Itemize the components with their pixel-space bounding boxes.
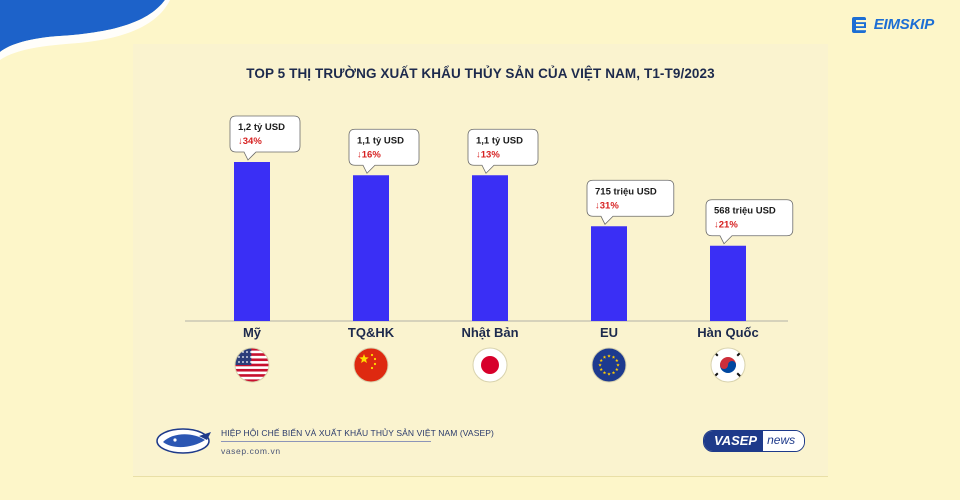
footer-org-name: HIỆP HỘI CHẾ BIẾN VÀ XUẤT KHẨU THỦY SẢN … [221, 428, 494, 438]
flag-ring [710, 347, 746, 383]
value-label: 1,2 tỷ USD [238, 122, 285, 133]
value-label: 715 triệu USD [595, 186, 657, 197]
category-label: TQ&HK [348, 325, 395, 340]
badge-news: news [763, 431, 805, 451]
eu-flag-icon [591, 347, 627, 383]
brand-text: EIMSKIP [873, 16, 934, 33]
infographic-card: TOP 5 THỊ TRƯỜNG XUẤT KHẨU THỦY SẢN CỦA … [133, 44, 828, 477]
bar [234, 162, 270, 321]
us-flag-icon [234, 347, 270, 383]
category-label: EU [600, 325, 618, 340]
flag-ring [472, 347, 508, 383]
bar [472, 175, 508, 321]
badge-main: VASEP [704, 431, 764, 451]
category-label: Mỹ [243, 325, 262, 340]
footer-url: vasep.com.vn [221, 446, 281, 456]
change-label: ↓13% [476, 149, 500, 160]
value-label: 1,1 tỷ USD [476, 135, 523, 146]
value-callout [229, 115, 301, 161]
category-label: Hàn Quốc [697, 325, 758, 340]
bar-chart: 1,2 tỷ USD ↓34% Mỹ 1,1 tỷ USD ↓16% TQ&HK 1,1 t… [185, 115, 794, 383]
china-flag-icon [353, 347, 389, 383]
chart-title: TOP 5 THỊ TRƯỜNG XUẤT KHẨU THỦY SẢN CỦA … [246, 66, 715, 81]
value-label: 1,1 tỷ USD [357, 135, 404, 146]
change-label: ↓21% [714, 220, 738, 231]
value-callout [467, 128, 539, 174]
footer-divider [221, 441, 431, 442]
value-callout [705, 199, 794, 245]
vasep-news-badge: VASEP news [703, 430, 806, 452]
value-label: 568 triệu USD [714, 206, 776, 217]
category-label: Nhật Bản [461, 325, 518, 340]
change-label: ↓34% [238, 136, 262, 147]
flag-ring [234, 347, 270, 383]
flag-ring [591, 347, 627, 383]
japan-flag-icon [472, 347, 508, 383]
eimskip-logo: EIMSKIP [851, 16, 934, 33]
change-label: ↓31% [595, 200, 619, 211]
bar [710, 245, 746, 321]
flag-ring [353, 347, 389, 383]
korea-flag-icon [710, 347, 746, 383]
bar [591, 226, 627, 321]
corner-decoration [0, 0, 170, 60]
value-callout [348, 128, 420, 174]
vasep-logo-icon [156, 428, 211, 454]
change-label: ↓16% [357, 149, 381, 160]
value-callout [586, 179, 675, 225]
bar [353, 175, 389, 321]
eimskip-e-icon [851, 16, 870, 33]
